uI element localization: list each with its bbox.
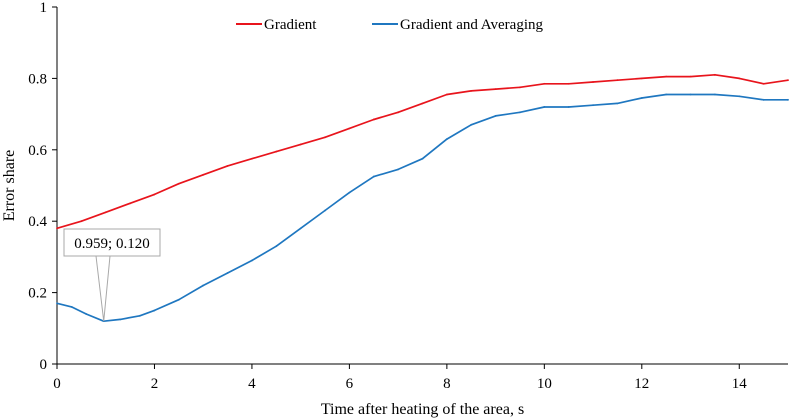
- x-axis-title: Time after heating of the area, s: [321, 401, 524, 418]
- y-tick-label: 1: [40, 0, 48, 16]
- legend-item: Gradient and Averaging: [372, 17, 544, 33]
- series-gradient: [56, 73, 789, 230]
- data-point: [543, 106, 546, 108]
- x-tick-label: 12: [634, 376, 649, 392]
- x-tick-label: 6: [346, 376, 354, 392]
- data-point: [251, 157, 253, 160]
- data-point: [70, 305, 73, 308]
- data-point: [592, 81, 594, 83]
- series-line-gradient-and-averaging: [56, 93, 788, 323]
- legend-label: Gradient and Averaging: [400, 17, 544, 33]
- data-point: [592, 104, 594, 107]
- data-point: [738, 95, 741, 98]
- data-point: [494, 88, 497, 91]
- data-point: [299, 227, 302, 230]
- data-point: [494, 114, 497, 117]
- x-tick-label: 4: [248, 376, 256, 392]
- series-gradient-and-averaging: [56, 93, 789, 323]
- y-tick-label: 0.2: [28, 286, 47, 302]
- data-point: [714, 93, 716, 96]
- data-point: [689, 93, 692, 96]
- y-tick-label: 0: [40, 357, 48, 373]
- data-point: [85, 313, 88, 315]
- data-point: [129, 202, 132, 205]
- axes: [56, 7, 788, 365]
- data-point: [519, 111, 521, 114]
- data-point: [275, 245, 278, 248]
- data-point: [348, 127, 351, 130]
- data-point: [689, 75, 692, 78]
- data-point: [119, 318, 122, 321]
- data-point: [567, 106, 570, 108]
- legend-item: Gradient: [236, 17, 317, 33]
- y-axis-title: Error share: [1, 150, 18, 222]
- data-point: [138, 314, 141, 317]
- data-point: [445, 138, 448, 140]
- y-ticks: 0 0.2 0.4 0.6 0.8 1: [28, 0, 57, 373]
- data-point: [714, 73, 716, 76]
- x-tick-label: 14: [732, 376, 748, 392]
- data-point: [421, 102, 424, 105]
- x-tick-label: 0: [53, 376, 61, 392]
- data-point: [665, 75, 668, 78]
- data-point: [372, 118, 375, 121]
- data-point: [226, 164, 229, 167]
- y-tick-label: 0.6: [28, 143, 47, 159]
- data-point: [616, 102, 619, 105]
- data-point: [470, 89, 473, 92]
- data-point: [372, 175, 375, 178]
- data-point: [324, 209, 326, 212]
- data-point: [80, 220, 83, 223]
- series-layer: [56, 73, 789, 323]
- y-tick-label: 0.8: [28, 71, 47, 87]
- data-point: [616, 79, 619, 82]
- data-point: [787, 98, 789, 101]
- data-point: [421, 157, 424, 160]
- data-point: [397, 111, 400, 114]
- data-point: [177, 298, 180, 301]
- data-point: [762, 82, 765, 85]
- data-point: [324, 136, 326, 139]
- data-point: [251, 259, 253, 262]
- data-point: [543, 82, 546, 85]
- data-point: [470, 123, 473, 126]
- data-point: [445, 93, 448, 96]
- data-point: [762, 98, 765, 101]
- data-point: [397, 168, 400, 171]
- data-point: [177, 182, 180, 185]
- series-line-gradient: [56, 73, 789, 230]
- x-ticks: 0 2 4 6 8 10 12 14: [53, 364, 747, 392]
- data-point: [226, 272, 229, 274]
- data-point: [275, 150, 278, 153]
- data-point: [640, 97, 643, 99]
- legend-label: Gradient: [264, 17, 317, 33]
- data-point: [202, 173, 205, 176]
- y-tick-label: 0.4: [28, 214, 47, 230]
- data-point: [56, 227, 58, 230]
- data-point: [153, 193, 156, 196]
- legend: Gradient Gradient and Averaging: [236, 17, 544, 33]
- annotation-layer: 0.959; 0.120: [63, 228, 161, 322]
- annotation-box: [63, 228, 161, 257]
- data-point: [299, 143, 302, 146]
- data-point: [202, 284, 205, 287]
- data-point: [104, 211, 107, 214]
- data-point: [787, 79, 789, 82]
- annotation-leader: [95, 255, 111, 322]
- data-point: [153, 309, 156, 312]
- data-point: [665, 93, 668, 96]
- data-point: [567, 82, 570, 85]
- data-point: [738, 77, 741, 80]
- data-point: [348, 191, 351, 194]
- annotation-label: 0.959; 0.120: [74, 236, 149, 252]
- x-tick-label: 10: [537, 376, 552, 392]
- x-tick-label: 8: [443, 376, 451, 392]
- x-tick-label: 2: [151, 376, 159, 392]
- data-point: [640, 77, 643, 80]
- data-point: [519, 86, 521, 89]
- data-point: [56, 302, 58, 305]
